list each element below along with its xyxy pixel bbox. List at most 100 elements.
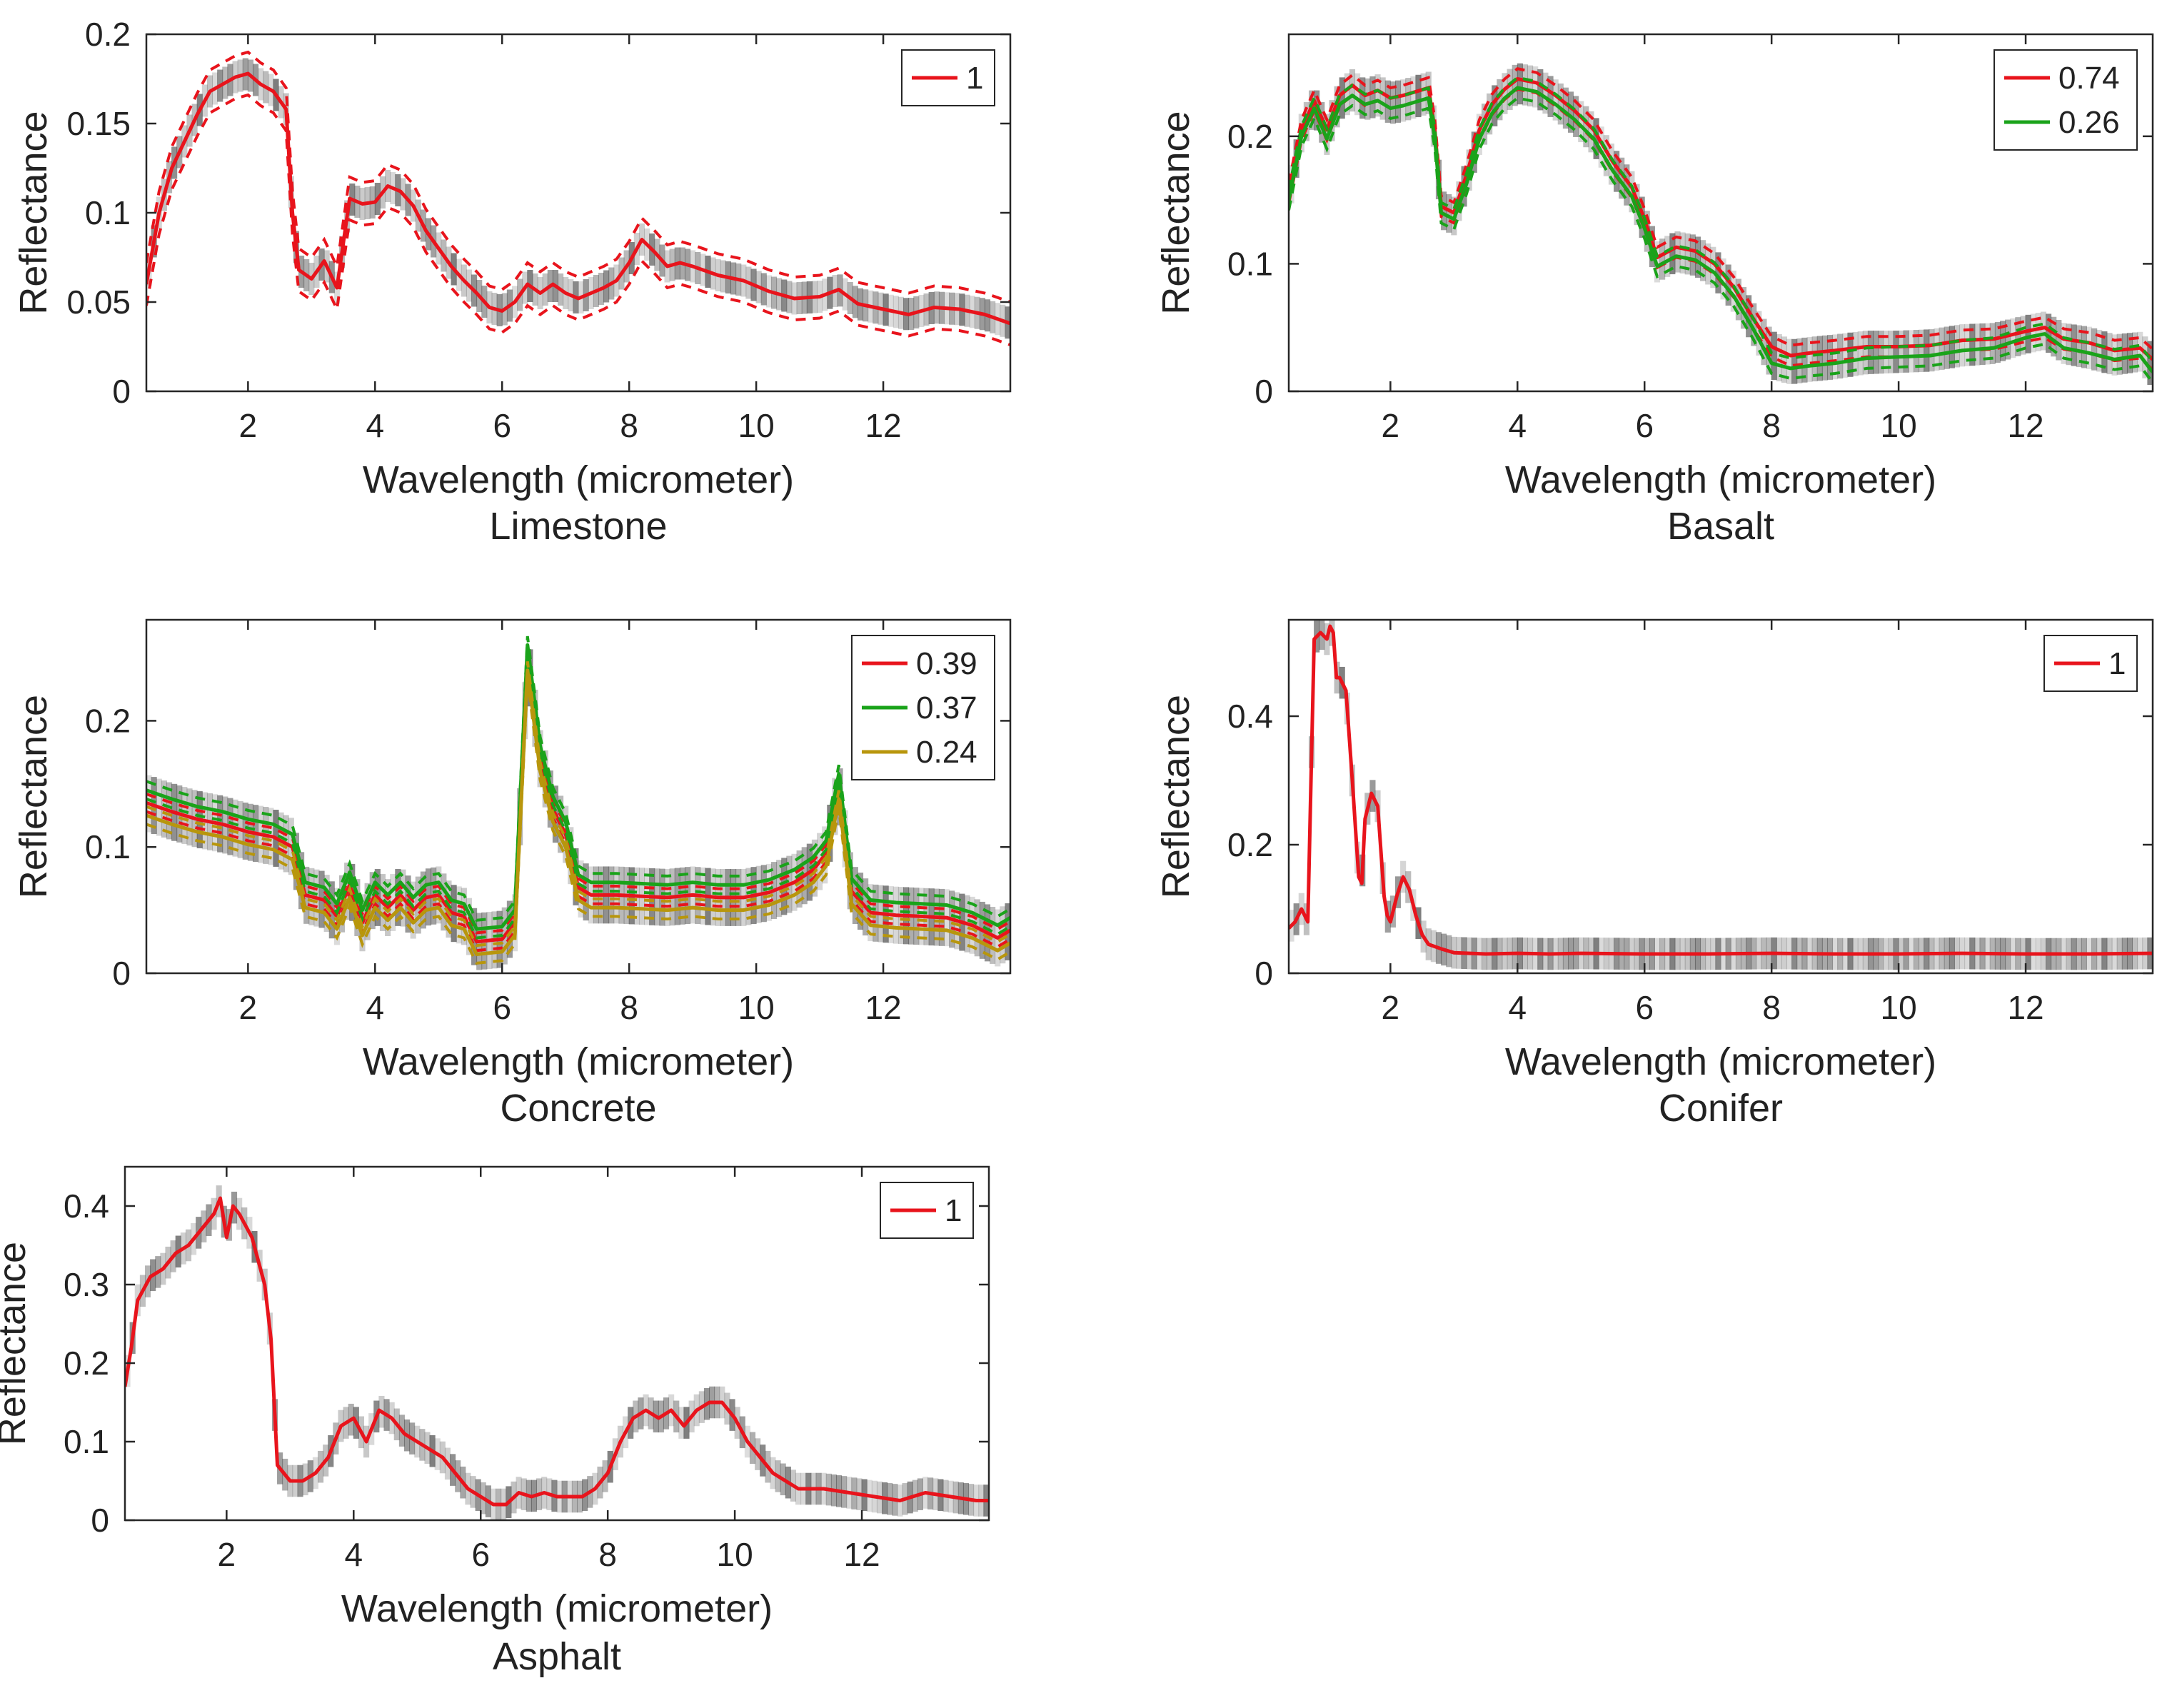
density-cell bbox=[1984, 323, 1991, 365]
density-cell bbox=[1694, 236, 1701, 278]
density-cell bbox=[1700, 240, 1706, 281]
density-cell bbox=[1954, 325, 1961, 368]
legend-label: 1 bbox=[966, 61, 983, 96]
legend-label: 0.26 bbox=[2058, 105, 2120, 140]
x-tick-label: 8 bbox=[620, 989, 638, 1026]
density-cell bbox=[1689, 234, 1696, 276]
density-cell bbox=[1939, 327, 1945, 370]
density-cell bbox=[1394, 80, 1402, 123]
y-tick-label: 0 bbox=[112, 373, 131, 410]
density-cell bbox=[2035, 313, 2041, 351]
density-cell bbox=[1959, 324, 1966, 367]
y-tick-label: 0.3 bbox=[64, 1266, 109, 1303]
density-cell bbox=[1532, 66, 1539, 108]
density-cell bbox=[1908, 330, 1914, 373]
density-cell bbox=[1405, 78, 1412, 121]
density-background bbox=[1289, 63, 2153, 386]
y-tick-label: 0 bbox=[112, 955, 131, 992]
density-cell bbox=[1446, 194, 1452, 233]
density-cell bbox=[1786, 338, 1793, 384]
density-cell bbox=[1740, 286, 1747, 329]
density-cell bbox=[2071, 324, 2077, 366]
x-tick-label: 4 bbox=[366, 989, 384, 1026]
density-cell bbox=[1913, 330, 1920, 373]
density-cell bbox=[2056, 320, 2062, 361]
density-cell bbox=[1400, 79, 1407, 122]
density-cell bbox=[1389, 81, 1396, 124]
density-cell bbox=[2051, 316, 2057, 357]
density-cell bbox=[1344, 73, 1350, 116]
series-0.26-band-lower bbox=[1289, 96, 2153, 383]
y-axis-label: Reflectance bbox=[12, 111, 55, 314]
density-cell bbox=[1837, 333, 1844, 379]
axes-box bbox=[145, 618, 1012, 975]
legend-box bbox=[1993, 49, 2138, 151]
x-tick-label: 4 bbox=[344, 1536, 363, 1573]
density-cell bbox=[1420, 73, 1427, 116]
density-cell bbox=[2015, 317, 2021, 356]
density-cell bbox=[1542, 72, 1549, 114]
density-cell bbox=[1919, 329, 1925, 372]
x-tick-label: 2 bbox=[1382, 989, 1400, 1026]
density-cell bbox=[1598, 126, 1604, 168]
panel-title: Conifer bbox=[1659, 1087, 1783, 1130]
density-cell bbox=[2111, 334, 2118, 376]
y-axis-label: Reflectance bbox=[12, 695, 55, 898]
density-cell bbox=[1492, 85, 1498, 126]
density-cell bbox=[1929, 328, 1935, 372]
x-tick-label: 4 bbox=[1508, 407, 1527, 444]
density-cell bbox=[2076, 325, 2082, 368]
legend-label: 1 bbox=[2108, 646, 2126, 681]
density-cell bbox=[1725, 264, 1731, 306]
legend: 0.39 0.37 0.24 bbox=[851, 635, 995, 780]
density-cell bbox=[2142, 336, 2148, 378]
density-cell bbox=[1964, 323, 1971, 366]
legend: 0.74 0.26 bbox=[1993, 49, 2138, 151]
legend: 1 bbox=[2043, 635, 2138, 692]
series-1-line bbox=[125, 1196, 989, 1507]
density-cell bbox=[1379, 77, 1386, 120]
density-cell bbox=[1847, 332, 1854, 377]
series-group bbox=[146, 50, 1010, 346]
density-cell bbox=[1735, 278, 1741, 321]
x-tick-label: 12 bbox=[2007, 407, 2043, 444]
density-cell bbox=[2132, 332, 2138, 373]
series-group bbox=[1289, 624, 2153, 956]
x-axis-label: Wavelength (micrometer) bbox=[1505, 458, 1936, 501]
x-tick-label: 12 bbox=[865, 989, 901, 1026]
density-cell bbox=[1771, 331, 1777, 381]
x-axis-label: Wavelength (micrometer) bbox=[341, 1587, 773, 1630]
density-cell bbox=[2025, 314, 2031, 353]
y-tick-label: 0.4 bbox=[1227, 698, 1273, 735]
density-cell bbox=[1989, 323, 1996, 364]
density-cell bbox=[1562, 87, 1569, 129]
density-cell bbox=[1349, 69, 1356, 112]
density-cell bbox=[2030, 313, 2036, 353]
series-0.24-band-upper bbox=[146, 661, 1010, 948]
y-tick-label: 0.1 bbox=[1227, 245, 1273, 282]
density-cell bbox=[1888, 331, 1894, 373]
density-cell bbox=[1944, 326, 1950, 369]
y-tick-label: 0.15 bbox=[66, 105, 131, 142]
axes-box bbox=[1287, 618, 2154, 975]
density-cell bbox=[2106, 333, 2113, 375]
density-cell bbox=[1624, 164, 1630, 206]
density-cell bbox=[1994, 322, 2001, 363]
density-cell bbox=[1842, 333, 1849, 378]
density-cell bbox=[1603, 135, 1609, 176]
density-cell bbox=[1776, 334, 1782, 382]
x-tick-label: 8 bbox=[620, 407, 638, 444]
density-cell bbox=[1746, 295, 1752, 338]
series-1-line bbox=[146, 71, 1010, 326]
density-cell bbox=[1751, 303, 1757, 346]
concrete-panel: 2 4 6 8 10 12 0 0.1 0.2 Wavelength (micrometer) Re… bbox=[12, 618, 1012, 1130]
legend-label: 0.24 bbox=[916, 735, 977, 770]
plot-area bbox=[125, 1167, 989, 1520]
x-tick-label: 2 bbox=[218, 1536, 236, 1573]
density-cell bbox=[1497, 79, 1503, 121]
density-cell bbox=[1481, 104, 1488, 145]
x-tick-label: 6 bbox=[1635, 407, 1654, 444]
density-cell bbox=[1614, 151, 1620, 192]
density-cell bbox=[1924, 329, 1930, 372]
density-cell bbox=[2040, 311, 2047, 351]
